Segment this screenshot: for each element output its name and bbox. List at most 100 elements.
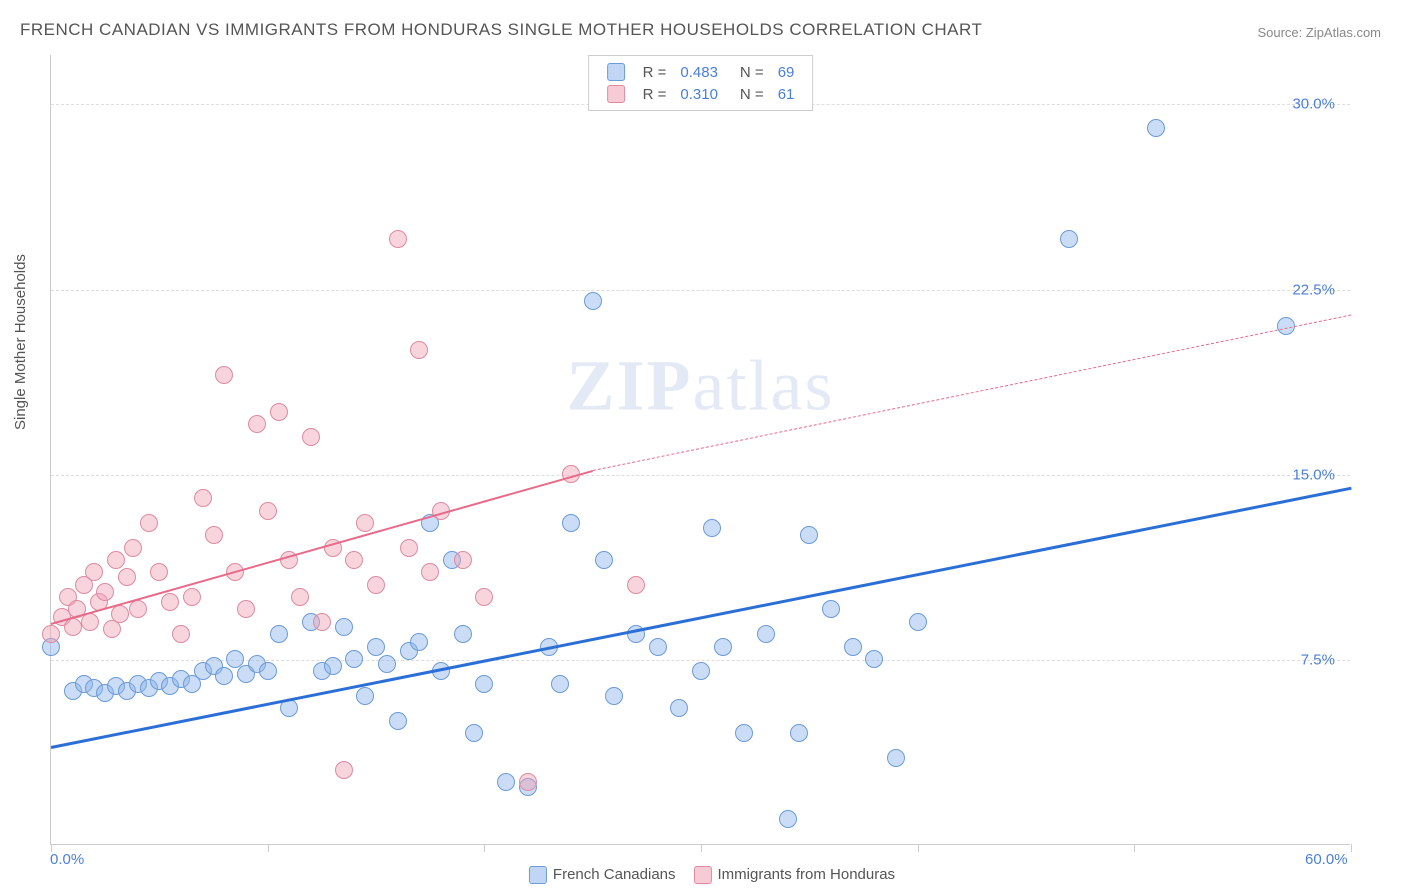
data-point (302, 428, 320, 446)
data-point (237, 600, 255, 618)
data-point (270, 403, 288, 421)
source-credit: Source: ZipAtlas.com (1257, 25, 1381, 40)
y-tick-label: 22.5% (1292, 281, 1335, 298)
x-tick (918, 844, 919, 852)
data-point (584, 292, 602, 310)
data-point (389, 712, 407, 730)
watermark: ZIPatlas (567, 345, 835, 428)
data-point (367, 638, 385, 656)
data-point (215, 667, 233, 685)
data-point (205, 526, 223, 544)
data-point (627, 576, 645, 594)
data-point (313, 613, 331, 631)
data-point (465, 724, 483, 742)
x-tick-label: 60.0% (1305, 851, 1348, 868)
data-point (605, 687, 623, 705)
y-tick-label: 30.0% (1292, 96, 1335, 113)
watermark-bold: ZIP (567, 346, 693, 426)
legend-r-value: 0.310 (674, 84, 724, 104)
data-point (378, 655, 396, 673)
data-point (335, 761, 353, 779)
data-point (475, 588, 493, 606)
data-point (107, 551, 125, 569)
data-point (291, 588, 309, 606)
data-point (497, 773, 515, 791)
legend-label: Immigrants from Honduras (718, 866, 896, 883)
data-point (324, 657, 342, 675)
data-point (1060, 230, 1078, 248)
data-point (259, 502, 277, 520)
data-point (595, 551, 613, 569)
data-point (410, 633, 428, 651)
data-point (844, 638, 862, 656)
data-point (454, 551, 472, 569)
data-point (519, 773, 537, 791)
legend-label: French Canadians (553, 866, 676, 883)
data-point (140, 514, 158, 532)
data-point (822, 600, 840, 618)
data-point (345, 650, 363, 668)
plot-area: ZIPatlas R =0.483N =69R =0.310N =61 7.5%… (50, 55, 1350, 845)
x-tick (701, 844, 702, 852)
data-point (270, 625, 288, 643)
data-point (735, 724, 753, 742)
gridline (51, 290, 1350, 291)
data-point (551, 675, 569, 693)
legend-n-value: 69 (772, 62, 801, 82)
gridline (51, 475, 1350, 476)
data-point (356, 514, 374, 532)
legend-stats: R =0.483N =69R =0.310N =61 (588, 55, 814, 111)
data-point (111, 605, 129, 623)
y-axis-label: Single Mother Households (12, 254, 29, 430)
data-point (356, 687, 374, 705)
x-tick (1351, 844, 1352, 852)
y-tick-label: 7.5% (1301, 651, 1335, 668)
x-tick (268, 844, 269, 852)
data-point (335, 618, 353, 636)
legend-swatch (607, 85, 625, 103)
data-point (779, 810, 797, 828)
data-point (259, 662, 277, 680)
data-point (703, 519, 721, 537)
data-point (183, 588, 201, 606)
legend-series: French Canadians Immigrants from Honduras (511, 866, 895, 884)
data-point (757, 625, 775, 643)
data-point (124, 539, 142, 557)
data-point (454, 625, 472, 643)
data-point (172, 625, 190, 643)
data-point (887, 749, 905, 767)
gridline (51, 660, 1350, 661)
x-tick-label: 0.0% (50, 851, 84, 868)
legend-row: R =0.483N =69 (601, 62, 801, 82)
trend-line (593, 314, 1352, 471)
data-point (670, 699, 688, 717)
legend-r-label: R = (637, 84, 673, 104)
legend-r-label: R = (637, 62, 673, 82)
x-tick (484, 844, 485, 852)
data-point (800, 526, 818, 544)
data-point (421, 563, 439, 581)
data-point (96, 583, 114, 601)
legend-n-label: N = (726, 84, 770, 104)
legend-n-label: N = (726, 62, 770, 82)
legend-n-value: 61 (772, 84, 801, 104)
chart-title: FRENCH CANADIAN VS IMMIGRANTS FROM HONDU… (20, 20, 982, 40)
data-point (865, 650, 883, 668)
x-tick (1134, 844, 1135, 852)
data-point (85, 563, 103, 581)
data-point (475, 675, 493, 693)
legend-swatch (607, 63, 625, 81)
data-point (400, 539, 418, 557)
legend-swatch (694, 866, 712, 884)
data-point (194, 489, 212, 507)
data-point (367, 576, 385, 594)
data-point (161, 593, 179, 611)
data-point (150, 563, 168, 581)
data-point (410, 341, 428, 359)
data-point (909, 613, 927, 631)
data-point (215, 366, 233, 384)
data-point (389, 230, 407, 248)
data-point (129, 600, 147, 618)
data-point (118, 568, 136, 586)
data-point (248, 415, 266, 433)
